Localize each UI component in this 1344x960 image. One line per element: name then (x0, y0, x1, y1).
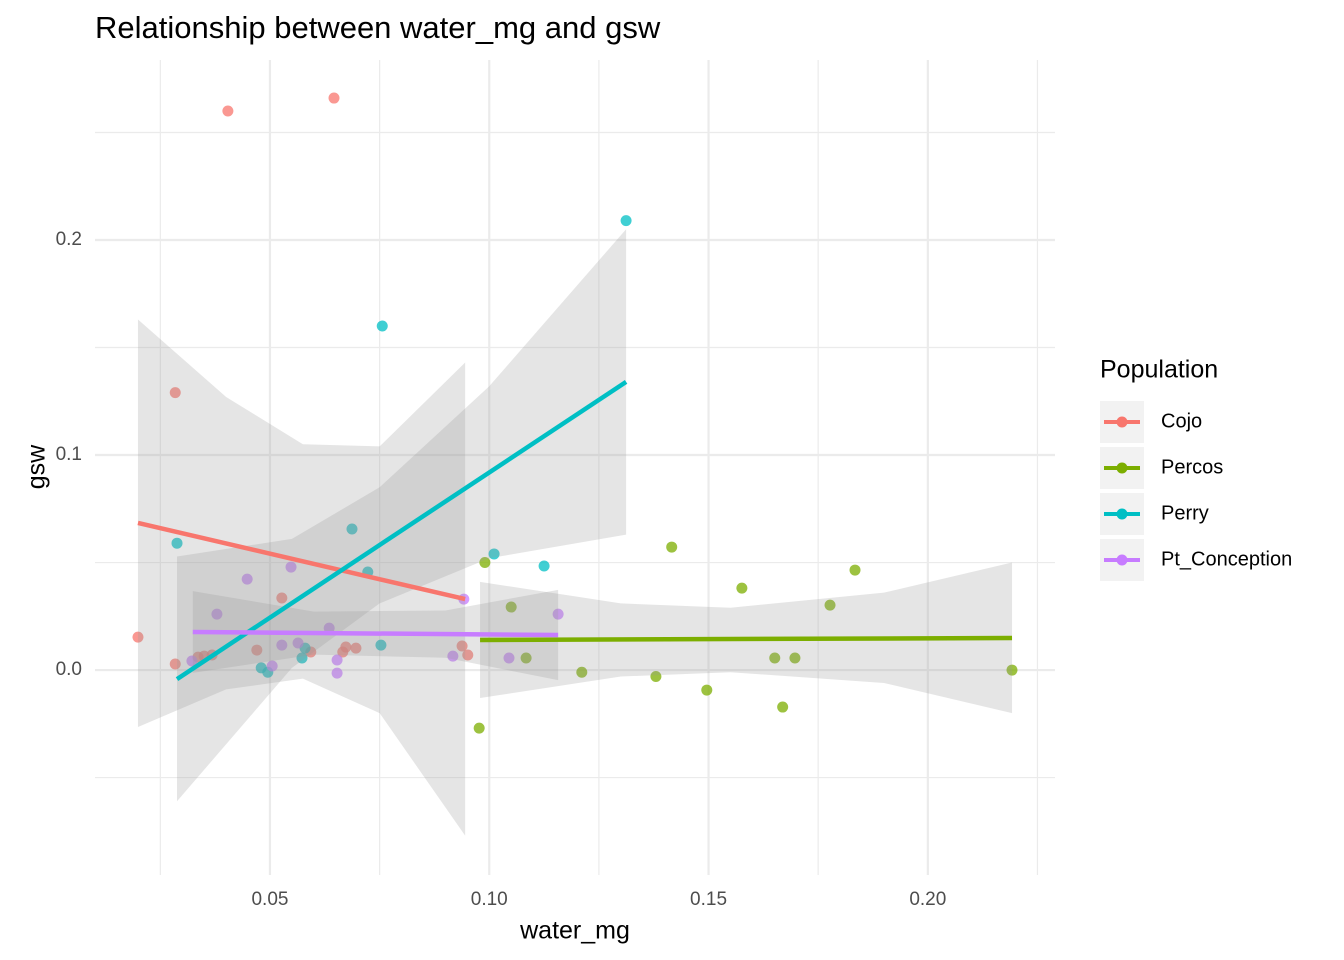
fit-line (192, 629, 559, 638)
legend-label: Pt_Conception (1161, 548, 1292, 570)
legend-label: Cojo (1161, 410, 1202, 432)
point (666, 541, 678, 553)
point (777, 701, 789, 713)
point (824, 599, 836, 611)
point (285, 561, 297, 573)
plot-area (132, 92, 1018, 836)
point (447, 650, 459, 662)
confidence-band (137, 319, 466, 836)
fit-line (137, 520, 466, 602)
point (538, 560, 550, 572)
legend-dot (1116, 554, 1128, 566)
x-tick-label: 0.10 (471, 889, 508, 910)
point (296, 652, 308, 664)
legend-dot (1116, 462, 1128, 474)
point (849, 564, 861, 576)
y-tick-label: 0.1 (56, 444, 82, 465)
x-tick-label: 0.05 (251, 889, 288, 910)
fit-line (175, 380, 628, 681)
legend-dot (1116, 416, 1128, 428)
point (479, 557, 491, 569)
point (346, 523, 358, 535)
x-tick-label: 0.15 (690, 889, 727, 910)
point (292, 637, 304, 649)
point (169, 387, 181, 399)
point (473, 722, 485, 734)
point (456, 640, 468, 652)
point (650, 671, 662, 683)
y-tick-label: 0.0 (56, 659, 82, 680)
point (222, 105, 234, 117)
point (769, 652, 781, 664)
point (350, 642, 362, 654)
legend: Cojo Percos Perry Pt_Conception (1100, 401, 1292, 581)
point (169, 658, 181, 670)
point (186, 655, 198, 667)
point (462, 649, 474, 661)
legend-label: Perry (1161, 502, 1209, 524)
legend-title: Population (1100, 356, 1218, 384)
point (276, 639, 288, 651)
legend-label: Percos (1161, 456, 1223, 478)
point (132, 631, 144, 643)
x-tick-label: 0.20 (909, 889, 946, 910)
y-tick-label: 0.2 (56, 229, 82, 250)
point (328, 92, 340, 104)
point (376, 320, 388, 332)
point (789, 652, 801, 664)
point (1006, 664, 1018, 676)
point (488, 548, 500, 560)
point (276, 592, 288, 604)
point (620, 215, 632, 227)
point (701, 684, 713, 696)
point (505, 601, 517, 613)
grid (95, 60, 1055, 875)
point (576, 666, 588, 678)
point (171, 537, 183, 549)
point (503, 652, 515, 664)
point (375, 639, 387, 651)
point (736, 582, 748, 594)
point (552, 608, 564, 620)
y-axis-label: gsw (23, 444, 51, 489)
point (251, 644, 263, 656)
point (241, 573, 253, 585)
fit-line (480, 635, 1013, 643)
chart-title: Relationship between water_mg and gsw (95, 10, 661, 45)
point (211, 608, 223, 620)
point (331, 667, 343, 679)
x-axis-label: water_mg (519, 917, 630, 945)
point (266, 660, 278, 672)
point (520, 652, 532, 664)
point (340, 641, 352, 653)
point (331, 654, 343, 666)
legend-dot (1116, 508, 1128, 520)
confidence-band (177, 229, 627, 802)
